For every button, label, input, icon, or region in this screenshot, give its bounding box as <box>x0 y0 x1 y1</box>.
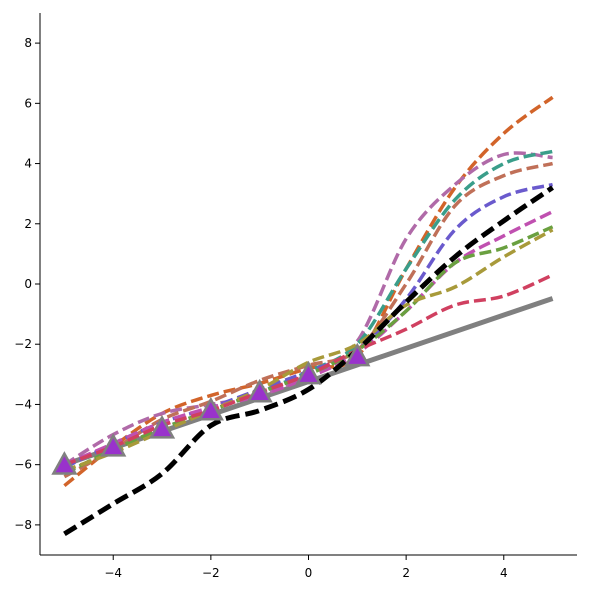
triangle-marker-3 <box>197 396 224 421</box>
triangle-marker-0 <box>51 451 78 475</box>
series-line-2 <box>63 151 553 467</box>
x-tick-label: −2 <box>202 566 220 580</box>
x-axis-ticks: −4 −2 0 2 4 <box>104 555 508 580</box>
y-tick-label: 2 <box>24 217 32 231</box>
y-tick-label: 6 <box>24 96 32 110</box>
x-tick-label: 4 <box>500 566 508 580</box>
series-line-10 <box>63 185 555 537</box>
y-tick-label: −4 <box>14 397 32 411</box>
series-line-1 <box>63 95 554 488</box>
triangle-marker-4 <box>246 378 273 403</box>
series-line-8 <box>63 228 554 473</box>
y-axis-ticks: −8 −6 −4 −2 0 2 4 6 8 <box>14 36 40 532</box>
x-tick-label: −4 <box>104 566 122 580</box>
series-line-5 <box>63 182 554 470</box>
series-line-3 <box>63 149 554 476</box>
triangle-marker-5 <box>295 360 322 385</box>
y-tick-label: −8 <box>14 518 32 532</box>
plot-lines <box>63 95 555 537</box>
y-tick-label: −2 <box>14 337 32 351</box>
x-tick-label: 0 <box>305 566 313 580</box>
triangle-marker-6 <box>344 342 371 367</box>
y-tick-label: 8 <box>24 36 32 50</box>
series-line-4 <box>63 161 554 479</box>
x-tick-label: 2 <box>402 566 410 580</box>
plot-markers <box>51 342 371 475</box>
y-tick-label: 0 <box>24 277 32 291</box>
triangle-marker-1 <box>100 433 127 457</box>
y-tick-label: −6 <box>14 458 32 472</box>
y-tick-label: 4 <box>24 157 32 171</box>
triangle-marker-2 <box>148 414 176 439</box>
